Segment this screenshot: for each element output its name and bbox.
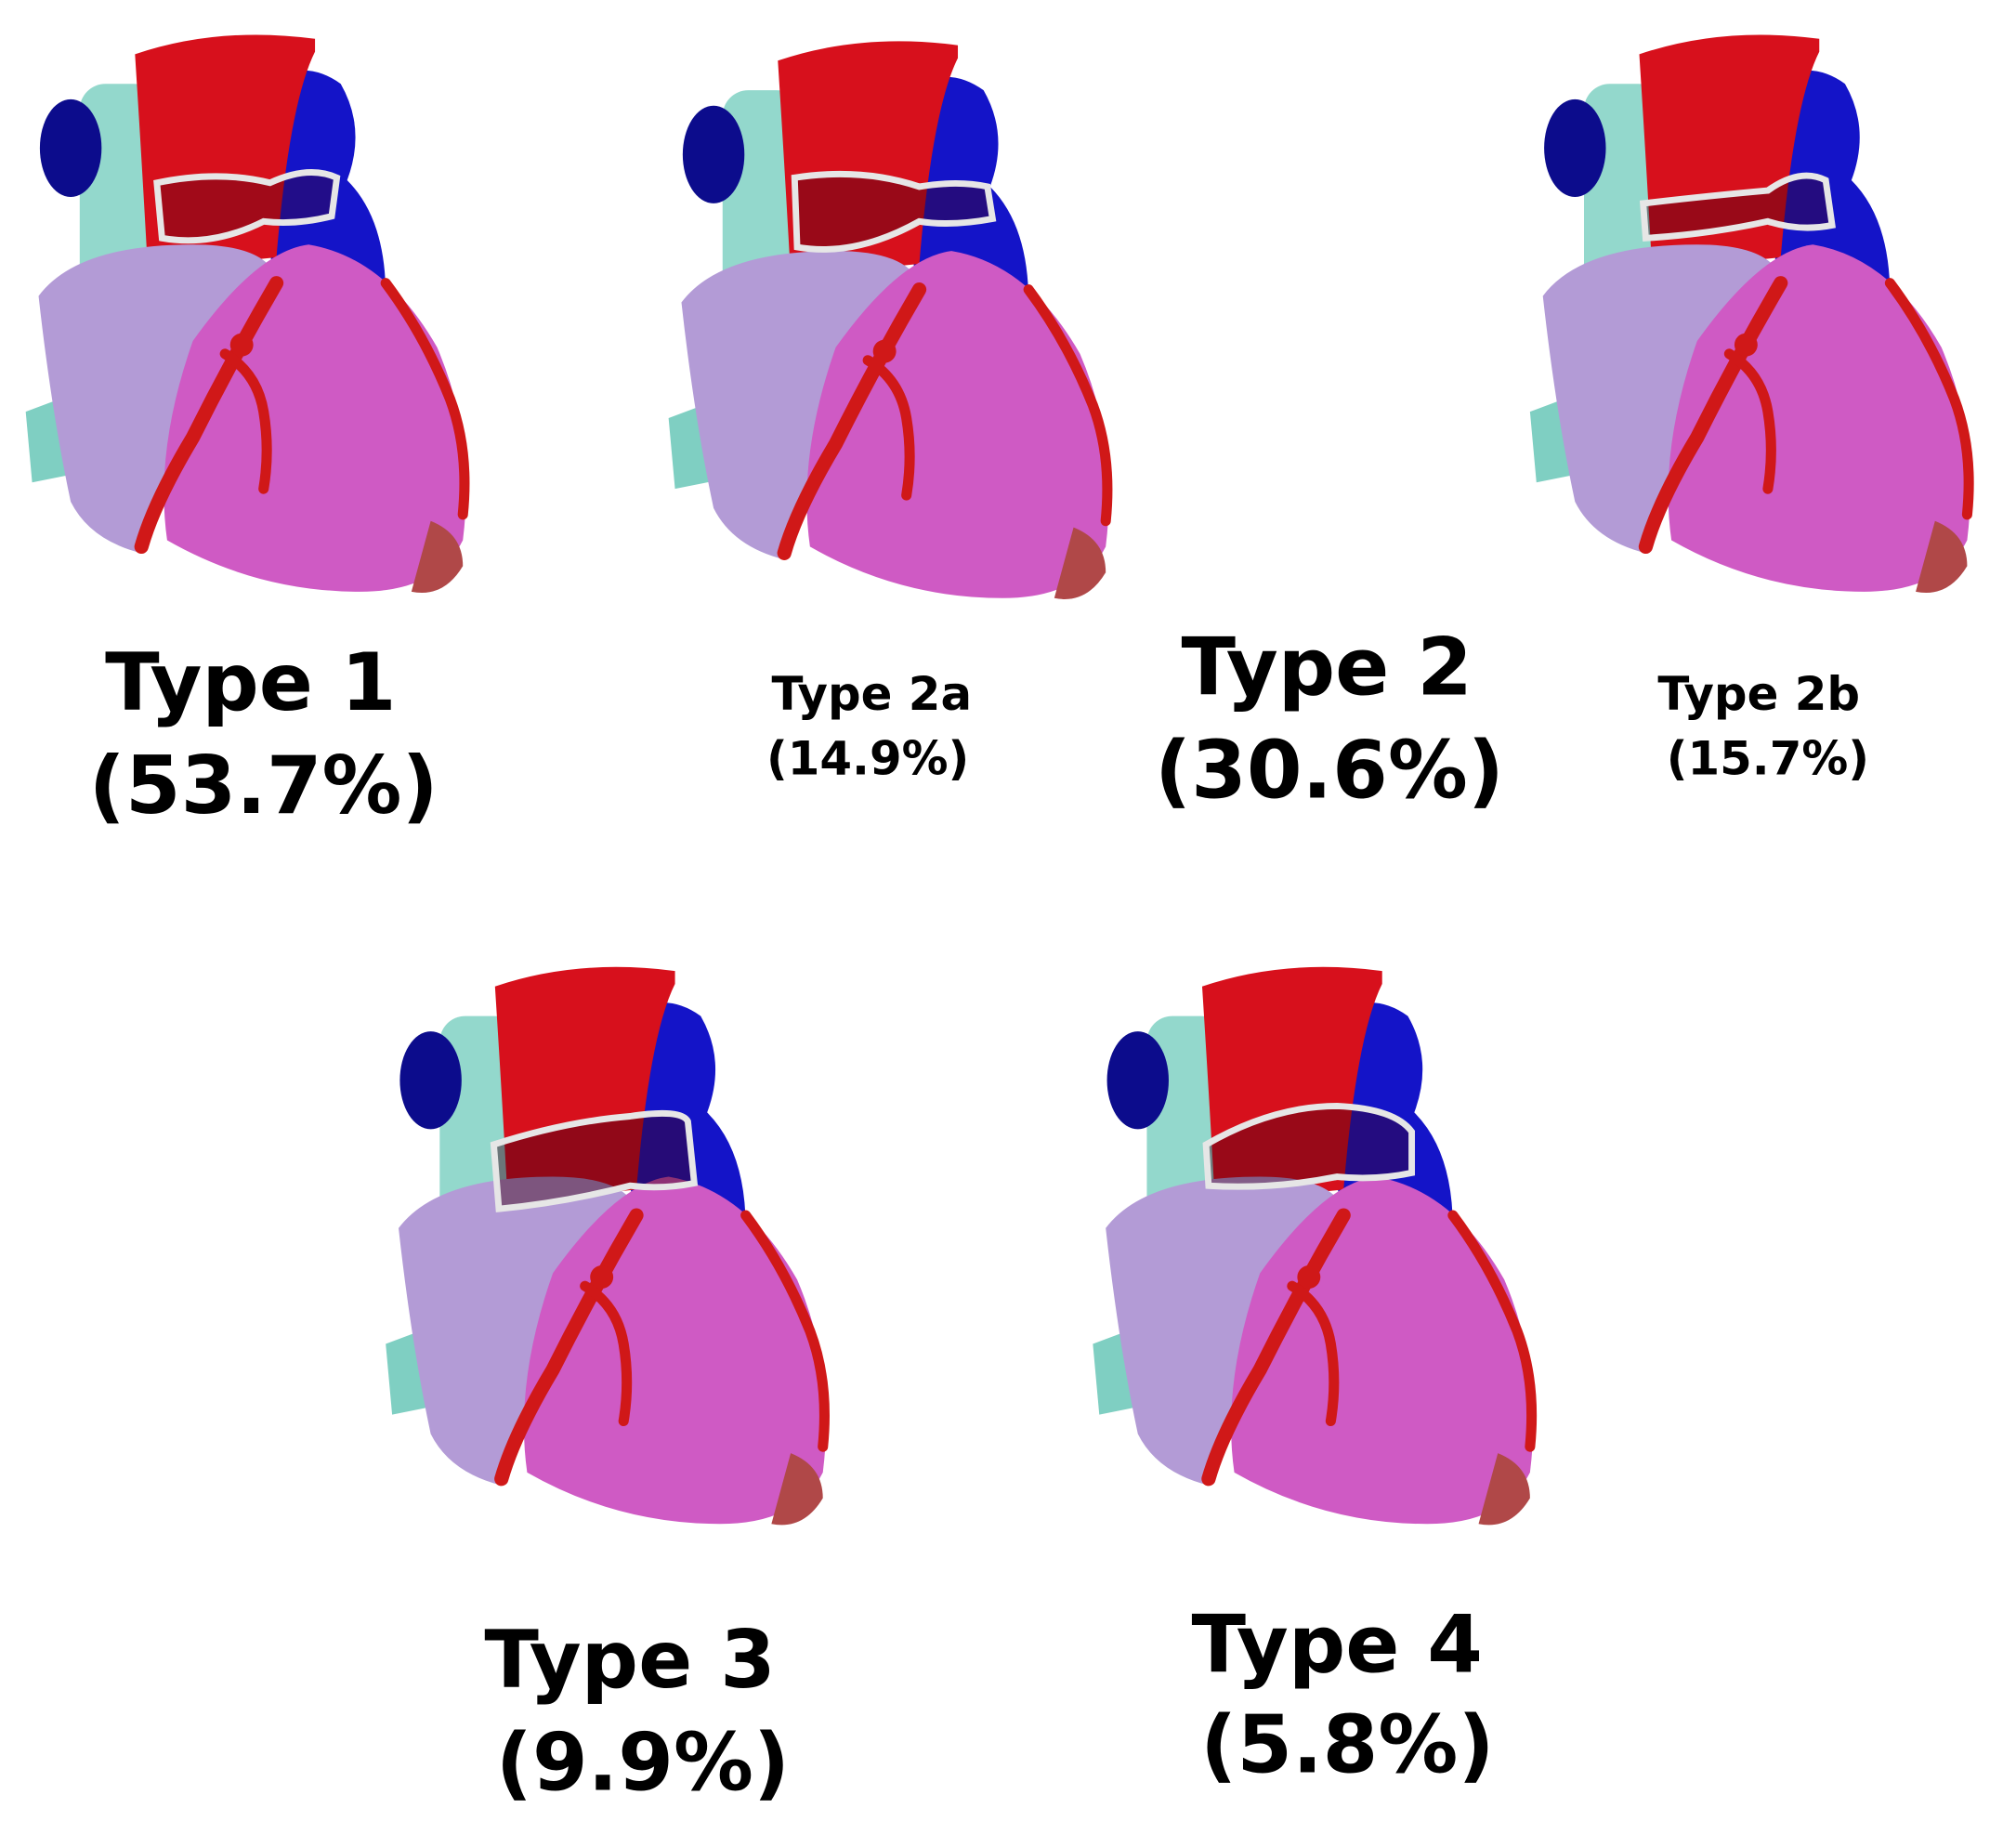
panel-title: Type 2b [1657, 667, 1860, 721]
heart-type-2b [1530, 34, 1970, 593]
panel-share: (15.7%) [1667, 731, 1869, 785]
panel-share: (53.7%) [89, 740, 439, 832]
heart-type-1 [26, 34, 466, 593]
panel-share: (9.9%) [496, 1717, 790, 1810]
panel-title: Type 2 [1181, 622, 1472, 714]
panel-share: (14.9%) [766, 731, 969, 785]
panel-title: Type 4 [1192, 1598, 1483, 1691]
panel-title: Type 3 [484, 1614, 775, 1707]
panel-share: (30.6%) [1155, 724, 1504, 817]
heart-type-2a [669, 41, 1109, 599]
panel-title: Type 2a [771, 667, 972, 721]
heart-type-3 [386, 967, 826, 1526]
panel-title: Type 1 [105, 636, 396, 729]
heart-type-4 [1093, 967, 1533, 1526]
panel-share: (5.8%) [1200, 1698, 1494, 1791]
